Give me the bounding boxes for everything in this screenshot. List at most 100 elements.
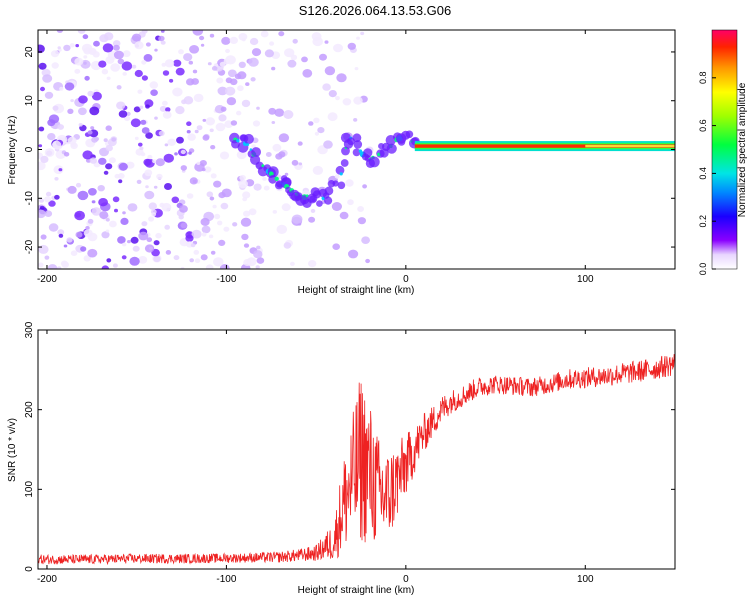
spectrogram-noise-blob — [269, 41, 275, 46]
spectrogram-noise-blob — [308, 260, 317, 268]
spectrogram-noise-blob — [164, 224, 170, 230]
spectrogram-noise-blob — [271, 121, 276, 124]
spectrogram-noise-blob — [93, 136, 100, 142]
spectrogram-noise-blob — [194, 258, 201, 264]
spectrogram-noise-blob — [63, 152, 70, 157]
spectrogram-noise-blob — [310, 208, 316, 213]
spectrogram-noise-blob — [145, 185, 149, 189]
spectrogram-noise-blob — [83, 255, 91, 262]
spectrogram-noise-blob — [105, 229, 110, 233]
spectrogram-noise-blob — [356, 36, 360, 40]
spectrogram-noise-blob — [312, 165, 324, 175]
spectrogram-noise-blob — [54, 194, 60, 200]
spectrogram-noise-blob — [291, 159, 299, 166]
spectrogram-noise-blob — [180, 165, 187, 171]
spectrogram-noise-blob — [353, 118, 358, 122]
spectrogram-noise-blob — [122, 211, 126, 215]
spectrogram-noise-blob — [155, 232, 162, 239]
spectrogram-noise-blob — [58, 168, 63, 172]
snr-axes: -200 -100 0 100 0 100 200 300 — [24, 321, 675, 585]
spectrogram-noise-blob — [155, 158, 165, 167]
spectrogram-noise-blob — [77, 30, 86, 34]
spectrogram-noise-blob — [200, 254, 208, 261]
spectrogram-noise-blob — [196, 161, 201, 165]
spectrogram-noise-blob — [200, 43, 205, 47]
spectrogram-ridge-halo — [340, 159, 349, 167]
spectrogram-noise-blob — [47, 133, 56, 141]
spectrogram-noise-blob — [138, 256, 148, 264]
spectrogram-noise-blob — [40, 234, 47, 240]
spectrogram-noise-blob — [122, 50, 131, 58]
spectrogram-noise-blob — [126, 240, 131, 244]
colorbar-label: Normalized spectral amplitude — [737, 82, 748, 217]
spectrogram-noise-blob — [272, 210, 277, 214]
spectrogram-noise-blob — [87, 90, 94, 97]
spectrogram-xtick-label: -200 — [37, 274, 57, 285]
spectrogram-noise-blob — [109, 220, 117, 228]
spectrogram-noise-blob — [74, 57, 84, 66]
spectrogram-noise-blob — [141, 30, 148, 34]
spectrogram-noise-blob — [317, 127, 325, 134]
colorbar-ticks: 0.0 0.2 0.4 0.6 0.8 — [698, 29, 738, 275]
spectrogram-noise-blob — [172, 87, 183, 97]
spectrogram-xtick-label: 100 — [577, 274, 594, 285]
spectrogram-noise-blob — [113, 50, 124, 60]
spectrogram-noise-blob — [335, 96, 340, 101]
spectrogram-noise-blob — [52, 105, 59, 111]
spectrogram-noise-blob — [205, 117, 215, 126]
spectrogram-noise-blob — [207, 62, 212, 66]
spectrogram-noise-blob — [256, 245, 261, 250]
spectrogram-noise-blob — [180, 266, 185, 269]
colorbar-tick-label: 0.6 — [698, 119, 708, 132]
spectrogram-noise-blob — [283, 242, 292, 249]
spectrogram-noise-blob — [149, 81, 159, 89]
snr-frame — [37, 329, 676, 570]
spectrogram-noise-blob — [112, 196, 120, 203]
snr-ytick-label: 300 — [24, 321, 35, 338]
spectrogram-noise-blob — [70, 142, 77, 148]
spectrogram-noise-blob — [40, 205, 45, 210]
spectrogram-noise-blob — [201, 225, 211, 234]
spectrogram-noise-blob — [225, 55, 236, 65]
spectrogram-ridge-halo — [300, 195, 309, 205]
spectrogram-noise-blob — [180, 149, 186, 155]
spectrogram-noise-blob — [112, 263, 118, 268]
spectrogram-noise-blob — [291, 214, 303, 224]
snr-xtick-label: -100 — [216, 574, 236, 585]
spectrogram-noise-blob — [82, 150, 93, 160]
spectrogram-noise-blob — [39, 198, 44, 203]
spectrogram-noise-blob — [44, 91, 54, 99]
spectrogram-noise-blob — [193, 93, 204, 103]
snr-panel: -200 -100 0 100 0 100 200 300 Height of straigh… — [7, 321, 676, 596]
spectrogram-tone-core — [414, 144, 675, 148]
spectrogram-noise-blob — [116, 101, 126, 110]
spectrogram-noise-blob — [51, 62, 59, 69]
spectrogram-noise-blob — [145, 42, 151, 47]
spectrogram-noise-blob — [215, 122, 226, 132]
spectrogram-noise-blobs — [38, 30, 374, 269]
spectrogram-noise-blob — [152, 159, 157, 164]
spectrogram-noise-blob — [50, 50, 60, 58]
spectrogram-noise-blob — [357, 206, 364, 212]
spectrogram-noise-blob — [186, 193, 194, 199]
spectrogram-noise-blob — [218, 239, 226, 246]
spectrogram-noise-blob — [345, 179, 354, 187]
spectrogram-noise-blob — [134, 69, 143, 78]
spectrogram-noise-blob — [158, 130, 165, 136]
spectrogram-noise-blob — [146, 237, 153, 243]
spectrogram-noise-blob — [147, 154, 153, 160]
spectrogram-noise-blob — [83, 47, 92, 55]
spectrogram-noise-blob — [118, 179, 123, 184]
spectrogram-ridge-halo — [386, 143, 397, 154]
spectrogram-noise-blob — [153, 185, 158, 189]
spectrogram-noise-blob — [40, 155, 49, 163]
snr-xtick-label: 0 — [403, 574, 409, 585]
spectrogram-noise-blob — [365, 258, 370, 264]
spectrogram-noise-blob — [148, 202, 157, 210]
spectrogram-noise-blob — [263, 185, 270, 191]
spectrogram-noise-blob — [159, 202, 165, 208]
spectrogram-noise-blob — [130, 118, 141, 128]
spectrogram-noise-blob — [138, 142, 143, 147]
spectrogram-noise-blob — [69, 43, 75, 48]
